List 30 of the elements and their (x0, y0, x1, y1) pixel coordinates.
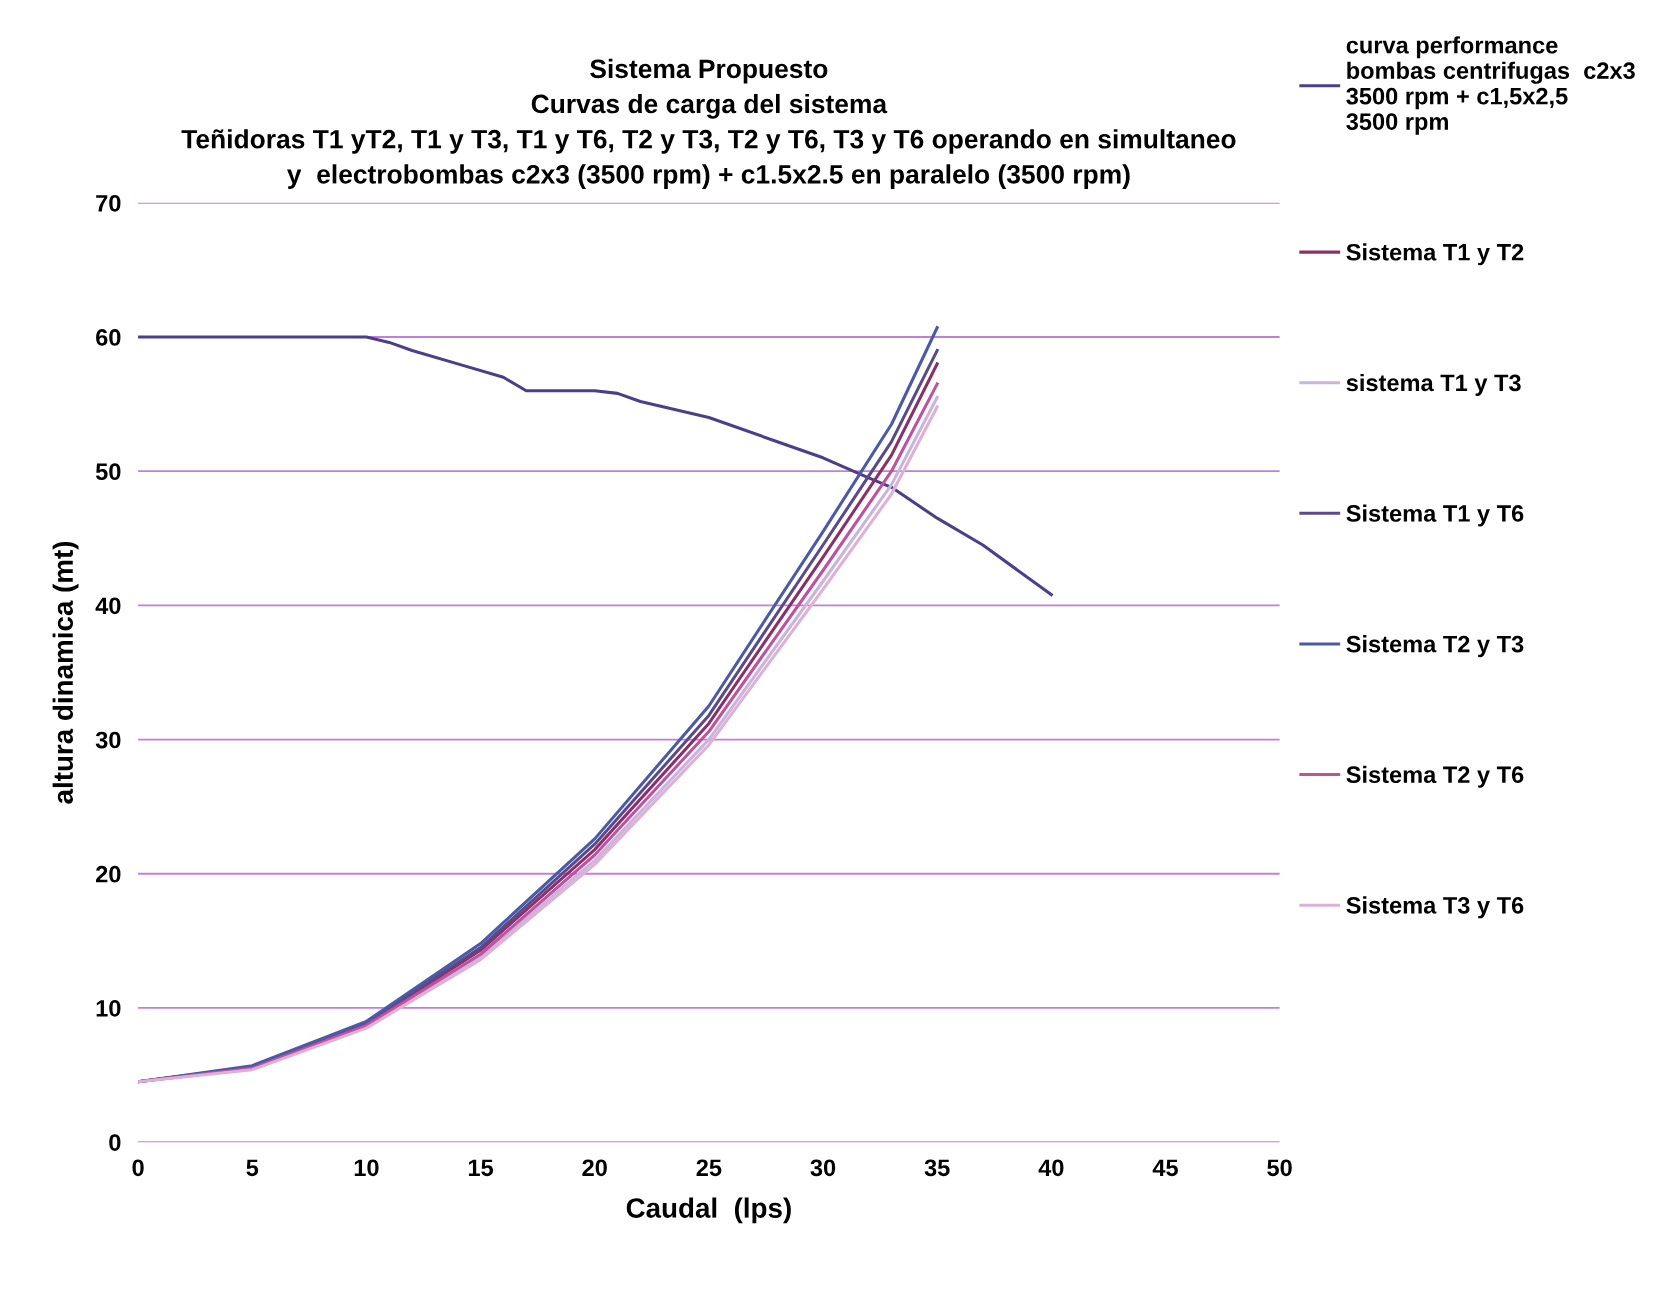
y-tick-label: 40 (95, 597, 121, 615)
chart-title: Sistema Propuesto Curvas de carga del sistema Teñidoras T1 yT2, T1 y T3, T1 y T6, T2 y T3, T2 y T6, T3 y T6 operando en simultaneo y electrobombas c2x3 (3500 rpm) + c1.5x2.5 en paralelo (3500 rpm) (181, 58, 1236, 189)
legend-label: Sistema T2 y T3 (1346, 635, 1524, 658)
x-tick-label: 45 (1152, 1159, 1178, 1177)
x-tick-label: 35 (924, 1159, 950, 1177)
y-tick-label: 0 (109, 1134, 121, 1151)
legend-label: Sistema T1 y T2 (1346, 243, 1524, 266)
line-series (138, 335, 1053, 597)
x-tick-label: 0 (132, 1159, 144, 1177)
x-tick-label: 25 (696, 1159, 722, 1177)
y-tick-label: 60 (96, 329, 121, 346)
x-tick-label: 10 (354, 1159, 379, 1177)
legend-label: curva performance bombas centrifugas c2x3 3500 rpm + c1,5x2,5 3500 rpm (1346, 36, 1635, 135)
x-tick-label: 5 (246, 1159, 259, 1177)
y-tick-label: 70 (96, 194, 121, 212)
y-axis-title: altura dinamica (mt) (52, 541, 79, 804)
legend-label: sistema T1 y T3 (1346, 373, 1521, 396)
x-tick-label: 15 (468, 1159, 494, 1177)
x-axis-title: Caudal (lps) (626, 1197, 791, 1224)
x-tick-label: 20 (582, 1159, 607, 1177)
y-tick-label: 20 (96, 865, 121, 883)
y-tick-label: 10 (96, 1000, 121, 1017)
x-tick-label: 40 (1038, 1159, 1064, 1177)
legend-label: Sistema T1 y T6 (1346, 504, 1524, 527)
y-tick-label: 30 (95, 731, 121, 749)
legend-label: Sistema T3 y T6 (1346, 896, 1524, 919)
legend-label: Sistema T2 y T6 (1346, 765, 1524, 788)
x-tick-label: 30 (810, 1159, 836, 1177)
y-tick-label: 50 (95, 463, 121, 480)
x-tick-label: 50 (1267, 1159, 1292, 1177)
